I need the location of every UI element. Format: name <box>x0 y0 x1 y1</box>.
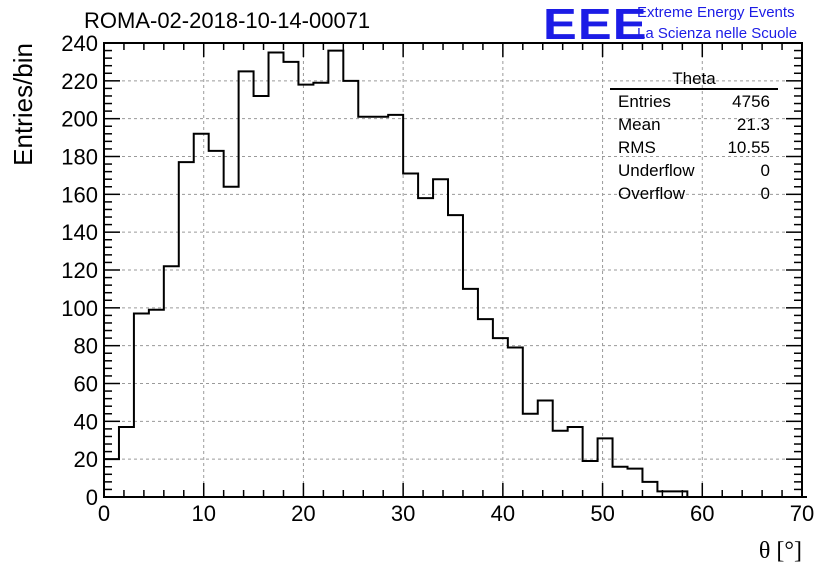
tick-labels: 0 10 20 30 40 50 60 70 0 20 40 60 80 100 120 140 160 180 2… <box>61 31 814 526</box>
y-tick-label: 160 <box>61 182 98 207</box>
y-tick-label: 140 <box>61 220 98 245</box>
stats-label: Overflow <box>618 184 686 203</box>
stats-row-underflow: Underflow 0 <box>610 159 778 182</box>
stats-value: 0 <box>760 184 770 203</box>
y-tick-label: 240 <box>61 31 98 56</box>
y-tick-label: 40 <box>74 409 98 434</box>
stats-box: Theta Entries 4756 Mean 21.3 RMS 10.55 U… <box>610 68 778 205</box>
eee-logo: EEE <box>543 0 648 49</box>
stats-row-entries: Entries 4756 <box>610 90 778 113</box>
y-tick-label: 60 <box>74 372 98 397</box>
axis-ticks <box>103 42 803 498</box>
stats-label: Underflow <box>618 161 695 180</box>
stats-value: 10.55 <box>727 138 770 157</box>
y-tick-label: 0 <box>86 485 98 510</box>
x-tick-label: 10 <box>191 501 215 526</box>
x-axis-label: θ [°] <box>759 538 802 564</box>
stats-label: Entries <box>618 92 671 111</box>
stats-box-title: Theta <box>610 68 778 90</box>
stats-label: RMS <box>618 138 656 157</box>
y-tick-label: 200 <box>61 107 98 132</box>
stats-value: 4756 <box>732 92 770 111</box>
x-tick-label: 0 <box>98 501 110 526</box>
x-tick-label: 70 <box>790 501 814 526</box>
stats-label: Mean <box>618 115 661 134</box>
stats-value: 21.3 <box>736 115 770 134</box>
stats-value: 0 <box>760 161 770 180</box>
y-axis-label: Entries/bin <box>8 43 38 166</box>
grid-lines <box>104 43 802 497</box>
stats-row-rms: RMS 10.55 <box>610 136 778 159</box>
y-tick-label: 120 <box>61 258 98 283</box>
x-tick-label: 40 <box>491 501 515 526</box>
histogram-series <box>104 49 807 498</box>
stats-row-overflow: Overflow 0 <box>610 182 778 205</box>
x-tick-label: 60 <box>690 501 714 526</box>
chart-title: ROMA-02-2018-10-14-00071 <box>84 8 371 33</box>
logo-line-2: La Scienza nelle Scuole <box>637 25 798 42</box>
y-tick-label: 100 <box>61 296 98 321</box>
y-tick-label: 180 <box>61 145 98 170</box>
x-tick-label: 20 <box>291 501 315 526</box>
y-tick-label: 20 <box>74 447 98 472</box>
x-tick-label: 30 <box>391 501 415 526</box>
stats-row-mean: Mean 21.3 <box>610 113 778 136</box>
y-tick-label: 220 <box>61 69 98 94</box>
x-tick-label: 50 <box>590 501 614 526</box>
y-tick-label: 80 <box>74 334 98 359</box>
logo-line-1: Extreme Energy Events <box>637 4 795 21</box>
